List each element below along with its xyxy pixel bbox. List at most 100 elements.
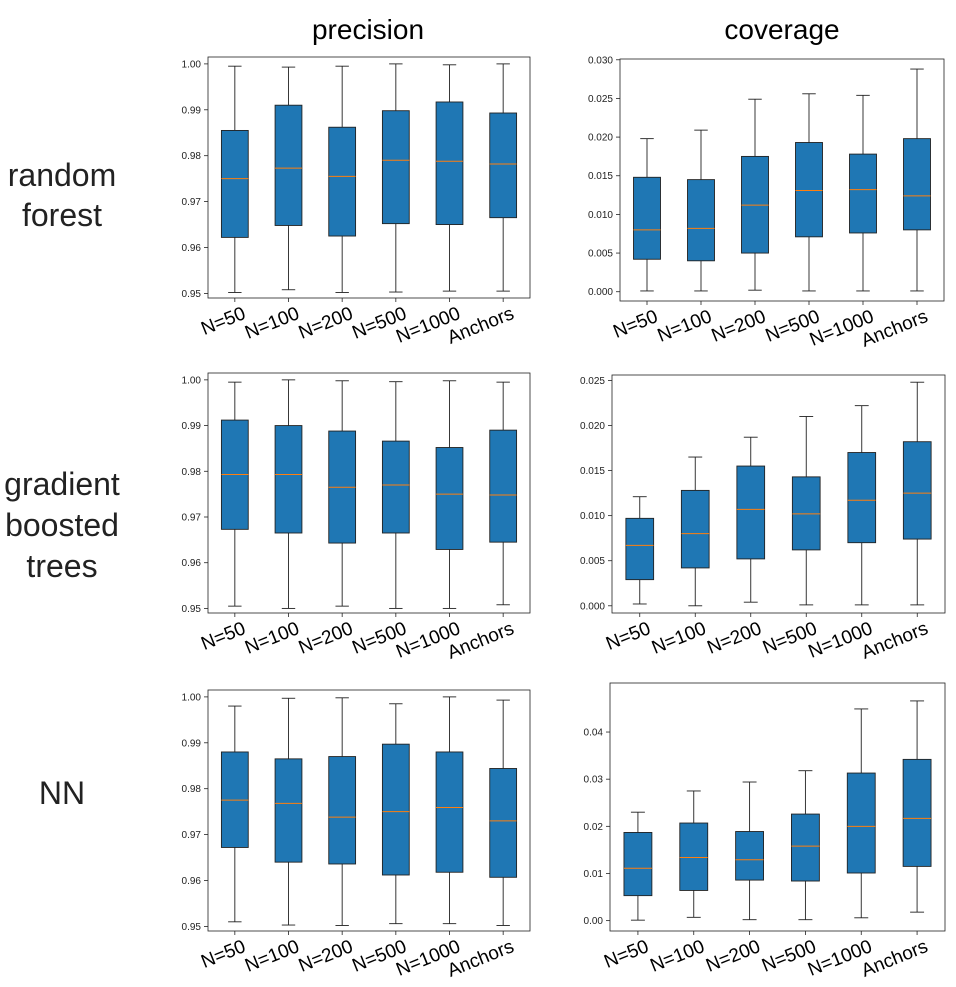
y-tick-label: 0.95 — [182, 922, 202, 933]
iqr-box — [489, 429, 518, 543]
y-tick-label: 0.010 — [588, 210, 613, 221]
y-tick-label: 0.025 — [580, 376, 605, 387]
x-category-label: N=100 — [647, 936, 707, 977]
iqr-box — [849, 153, 877, 234]
x-category-label: N=100 — [649, 618, 709, 659]
y-tick-label: 0.005 — [580, 556, 605, 567]
x-category-label: N=100 — [242, 936, 302, 977]
box-0 — [625, 496, 655, 605]
x-category-label: N=200 — [704, 618, 764, 659]
row-label-trees: trees — [26, 548, 97, 584]
box-3 — [791, 770, 820, 921]
box-0 — [623, 811, 653, 921]
y-tick-label: 0.03 — [584, 775, 604, 786]
iqr-box — [489, 768, 518, 878]
iqr-box — [220, 129, 249, 238]
box-3 — [791, 416, 821, 606]
y-tick-label: 0.015 — [580, 466, 605, 477]
panel-3: 0.000 0.005 0.010 0.015 0.020 0.025 N=50N=100N… — [580, 374, 946, 664]
plot-frame — [207, 689, 531, 932]
iqr-box — [736, 465, 766, 560]
iqr-box — [435, 447, 464, 550]
y-tick-label: 0.010 — [580, 511, 605, 522]
x-category-label: N=50 — [198, 303, 248, 340]
y-tick-label: 0.01 — [584, 869, 604, 880]
iqr-box — [903, 138, 931, 231]
x-category-label: N=200 — [709, 306, 769, 347]
box-5 — [489, 63, 518, 292]
plot-frame — [609, 682, 946, 932]
panel-5: 0.000.010.020.030.04N=50N=100N=200N=500N… — [584, 682, 946, 982]
box-1 — [687, 129, 715, 292]
box-2 — [735, 781, 764, 921]
plot-frame — [207, 56, 531, 299]
row-label-gradient: gradient — [4, 466, 120, 502]
iqr-box — [846, 772, 876, 874]
iqr-box — [328, 126, 357, 237]
box-0 — [220, 381, 249, 607]
box-2 — [736, 436, 766, 603]
y-tick-label: 0.97 — [182, 830, 202, 841]
box-2 — [328, 65, 357, 293]
iqr-box — [381, 743, 410, 876]
row-label-boosted: boosted — [5, 507, 119, 543]
panel-2: 0.950.960.970.980.991.00N=50N=100N=200N=… — [182, 372, 531, 664]
box-3 — [795, 93, 823, 292]
iqr-box — [489, 112, 518, 219]
iqr-box — [902, 441, 932, 540]
box-5 — [489, 699, 518, 926]
panel-4: 0.950.960.970.980.991.00N=50N=100N=200N=… — [182, 689, 531, 982]
y-tick-label: 0.96 — [182, 558, 202, 569]
y-tick-label: 1.00 — [182, 692, 202, 703]
box-2 — [741, 98, 769, 291]
iqr-box — [435, 101, 464, 226]
x-category-label: N=50 — [601, 936, 651, 973]
box-3 — [381, 703, 410, 925]
box-4 — [435, 380, 464, 609]
y-tick-label: 0.020 — [588, 133, 613, 144]
y-tick-label: 0.99 — [182, 421, 202, 432]
y-tick-label: 0.030 — [588, 55, 613, 66]
box-2 — [328, 697, 357, 926]
iqr-box — [435, 751, 464, 873]
iqr-box — [847, 452, 877, 544]
x-category-label: N=100 — [242, 303, 302, 344]
x-category-label: N=50 — [198, 936, 248, 973]
box-1 — [680, 456, 710, 607]
row-label-random: random — [8, 157, 117, 193]
box-3 — [381, 381, 410, 609]
y-tick-label: 0.020 — [580, 421, 605, 432]
row-label-nn: NN — [39, 775, 85, 811]
plot-frame — [611, 374, 946, 614]
y-tick-label: 0.98 — [182, 151, 202, 162]
box-4 — [435, 64, 464, 292]
box-0 — [633, 138, 661, 292]
box-1 — [274, 697, 303, 926]
box-1 — [274, 379, 303, 609]
box-3 — [381, 63, 410, 293]
iqr-box — [274, 758, 303, 863]
x-category-label: N=50 — [610, 306, 660, 343]
x-category-label: N=50 — [603, 618, 653, 655]
column-title-coverage: coverage — [724, 14, 839, 45]
box-1 — [679, 790, 709, 918]
iqr-box — [623, 832, 653, 897]
iqr-box — [381, 440, 410, 534]
box-4 — [847, 405, 877, 606]
iqr-box — [902, 758, 932, 867]
box-2 — [328, 380, 357, 607]
iqr-box — [381, 110, 410, 225]
y-tick-label: 0.99 — [182, 105, 202, 116]
box-0 — [220, 65, 249, 293]
y-tick-label: 0.96 — [182, 243, 202, 254]
y-tick-label: 0.97 — [182, 197, 202, 208]
x-category-label: N=200 — [296, 936, 356, 977]
y-tick-label: 0.025 — [588, 94, 613, 105]
y-tick-label: 1.00 — [182, 59, 202, 70]
iqr-box — [680, 489, 710, 569]
x-category-label: N=50 — [198, 618, 248, 655]
box-5 — [903, 68, 931, 292]
iqr-box — [735, 831, 764, 881]
y-tick-label: 0.02 — [584, 822, 604, 833]
